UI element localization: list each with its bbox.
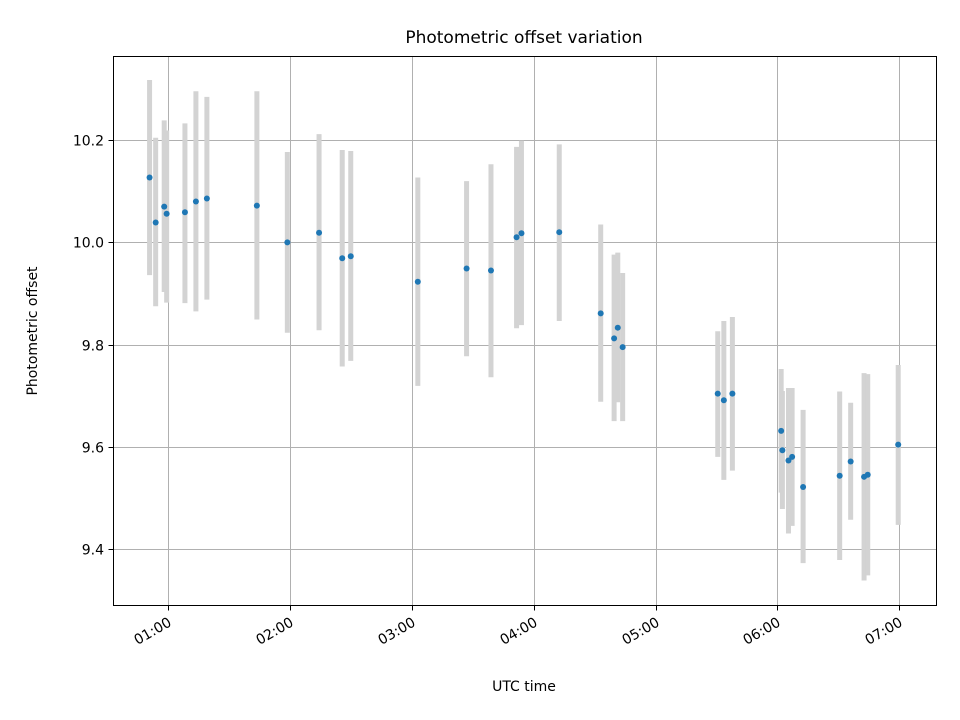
data-point xyxy=(284,239,291,246)
data-point xyxy=(729,390,736,397)
data-point xyxy=(146,174,153,181)
data-point xyxy=(414,278,421,285)
data-point xyxy=(556,229,563,236)
data-point xyxy=(614,324,621,331)
data-point xyxy=(518,230,525,237)
data-point xyxy=(192,198,199,205)
y-tick-label: 10.0 xyxy=(73,236,104,252)
data-point xyxy=(463,265,470,272)
point-layer xyxy=(146,174,902,491)
data-point xyxy=(836,472,843,479)
data-point xyxy=(513,234,520,241)
data-point xyxy=(789,453,796,460)
data-point xyxy=(163,210,170,217)
y-tick-label: 9.8 xyxy=(82,339,104,355)
grid-layer xyxy=(113,56,936,605)
data-point xyxy=(864,471,871,478)
data-point xyxy=(720,397,727,404)
data-point xyxy=(597,310,604,317)
data-point xyxy=(181,209,188,216)
data-point xyxy=(152,219,159,226)
y-tick-label: 10.2 xyxy=(73,134,104,150)
data-point xyxy=(253,202,260,209)
data-point xyxy=(339,255,346,262)
data-point xyxy=(778,427,785,434)
data-point xyxy=(316,229,323,236)
y-tick-label: 9.6 xyxy=(82,441,104,457)
data-point xyxy=(611,335,618,342)
data-point xyxy=(203,195,210,202)
data-point xyxy=(847,458,854,465)
x-axis-label: UTC time xyxy=(492,679,556,695)
data-point xyxy=(619,344,626,351)
y-tick-label: 9.4 xyxy=(82,543,104,559)
plot-frame xyxy=(113,56,937,606)
data-point xyxy=(779,447,786,454)
data-point xyxy=(161,203,168,210)
chart-title: Photometric offset variation xyxy=(405,28,642,48)
data-point xyxy=(714,390,721,397)
y-axis-label: Photometric offset xyxy=(25,266,41,396)
data-point xyxy=(800,484,807,491)
data-point xyxy=(487,267,494,274)
data-point xyxy=(347,253,354,260)
data-point xyxy=(895,441,902,448)
